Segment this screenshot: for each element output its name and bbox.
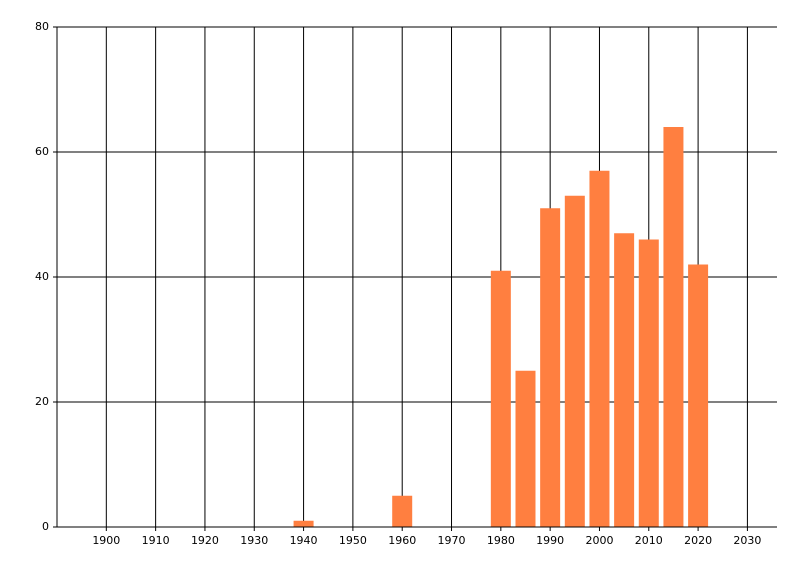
- bar: [540, 208, 561, 527]
- x-tick-label: 1990: [536, 534, 564, 547]
- bar: [589, 170, 610, 527]
- x-tick-label: 2010: [635, 534, 663, 547]
- x-tick-label: 1930: [240, 534, 268, 547]
- bar: [490, 270, 511, 527]
- x-tick-label: 1970: [438, 534, 466, 547]
- y-tick-label: 40: [35, 270, 49, 283]
- x-tick-label: 1950: [339, 534, 367, 547]
- bar: [293, 520, 314, 527]
- x-tick-label: 1920: [191, 534, 219, 547]
- x-tick-label: 2020: [684, 534, 712, 547]
- bar: [614, 233, 635, 527]
- y-tick-label: 80: [35, 20, 49, 33]
- bar: [564, 195, 585, 527]
- x-tick-label: 1940: [290, 534, 318, 547]
- y-tick-label: 20: [35, 395, 49, 408]
- x-tick-label: 1960: [388, 534, 416, 547]
- bar: [392, 495, 413, 527]
- bar: [515, 370, 536, 527]
- bar: [638, 239, 659, 527]
- x-tick-label: 2030: [733, 534, 761, 547]
- x-tick-label: 2000: [585, 534, 613, 547]
- bar: [663, 127, 684, 527]
- x-tick-label: 1980: [487, 534, 515, 547]
- y-tick-label: 60: [35, 145, 49, 158]
- bar: [688, 264, 709, 527]
- y-tick-label: 0: [42, 520, 49, 533]
- x-tick-label: 1900: [92, 534, 120, 547]
- x-tick-label: 1910: [142, 534, 170, 547]
